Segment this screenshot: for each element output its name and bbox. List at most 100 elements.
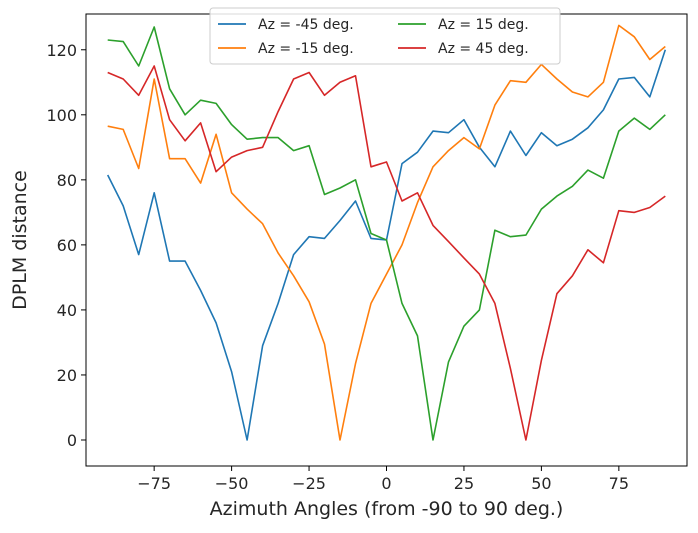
data-point [199,182,201,184]
data-point [587,249,589,251]
data-point [370,166,372,168]
data-point [292,149,294,151]
data-point [525,234,527,236]
data-point [618,24,620,26]
data-point [478,148,480,150]
data-point [138,94,140,96]
data-point [540,359,542,361]
data-point [138,65,140,67]
data-point [463,136,465,138]
series-layer [106,24,667,441]
series-1 [106,49,667,441]
data-point [199,99,201,101]
data-point [509,130,511,132]
data-point [540,208,542,210]
y-axis-label: DPLM distance [9,170,31,310]
data-point [168,119,170,121]
data-point [633,36,635,38]
data-point [633,211,635,213]
data-point [107,174,109,176]
x-tick-label: −50 [215,474,249,493]
data-point [618,210,620,212]
data-point [463,325,465,327]
data-point [370,232,372,234]
y-axis: 0 20 40 60 80 100 120 [46,41,86,450]
data-point [571,138,573,140]
data-point [122,40,124,42]
data-point [261,345,263,347]
data-point [649,206,651,208]
data-point [649,58,651,60]
data-point [432,439,434,441]
data-point [556,145,558,147]
data-point [308,236,310,238]
data-point [509,236,511,238]
data-point [401,162,403,164]
data-point [153,192,155,194]
data-point [571,91,573,93]
data-point [602,81,604,83]
data-point [153,65,155,67]
data-point [401,244,403,246]
data-point [122,205,124,207]
data-point [246,439,248,441]
data-point [618,130,620,132]
y-tick-label: 60 [57,236,77,255]
y-tick-label: 40 [57,301,77,320]
data-point [401,302,403,304]
data-point [215,171,217,173]
data-point [138,167,140,169]
data-point [323,193,325,195]
data-point [339,187,341,189]
data-point [478,273,480,275]
y-tick-label: 120 [46,41,77,60]
data-point [525,154,527,156]
data-point [184,140,186,142]
legend-label: Az = -15 deg. [258,41,354,57]
data-point [261,136,263,138]
data-point [416,192,418,194]
data-point [292,253,294,255]
data-point [199,122,201,124]
data-point [494,302,496,304]
data-point [633,117,635,119]
data-point [649,128,651,130]
data-point [587,169,589,171]
y-tick-label: 80 [57,171,77,190]
legend-frame [209,7,561,65]
data-point [354,75,356,77]
data-point [215,322,217,324]
y-tick-label: 0 [67,431,77,450]
data-point [447,361,449,363]
data-point [168,88,170,90]
data-point [107,71,109,73]
data-point [401,200,403,202]
data-point [277,302,279,304]
x-axis: −75 −50 −25 0 25 50 75 [137,466,629,493]
data-point [509,80,511,82]
legend: Az = -45 deg. Az = -15 deg. Az = 15 deg. Az… [209,7,561,65]
data-point [447,132,449,134]
data-point [122,78,124,80]
data-point [556,78,558,80]
series-4 [107,65,666,441]
data-point [664,45,666,47]
data-point [354,200,356,202]
series-3 [107,26,666,441]
data-point [261,223,263,225]
data-point [277,110,279,112]
data-point [432,166,434,168]
data-point [416,335,418,337]
data-point [556,195,558,197]
data-point [246,149,248,151]
data-point [385,273,387,275]
data-point [215,102,217,104]
data-point [478,309,480,311]
data-point [432,130,434,132]
data-point [230,123,232,125]
series-line [107,24,666,441]
data-point [385,161,387,163]
data-point [184,260,186,262]
legend-item: Az = -15 deg. [218,41,354,57]
data-point [602,177,604,179]
